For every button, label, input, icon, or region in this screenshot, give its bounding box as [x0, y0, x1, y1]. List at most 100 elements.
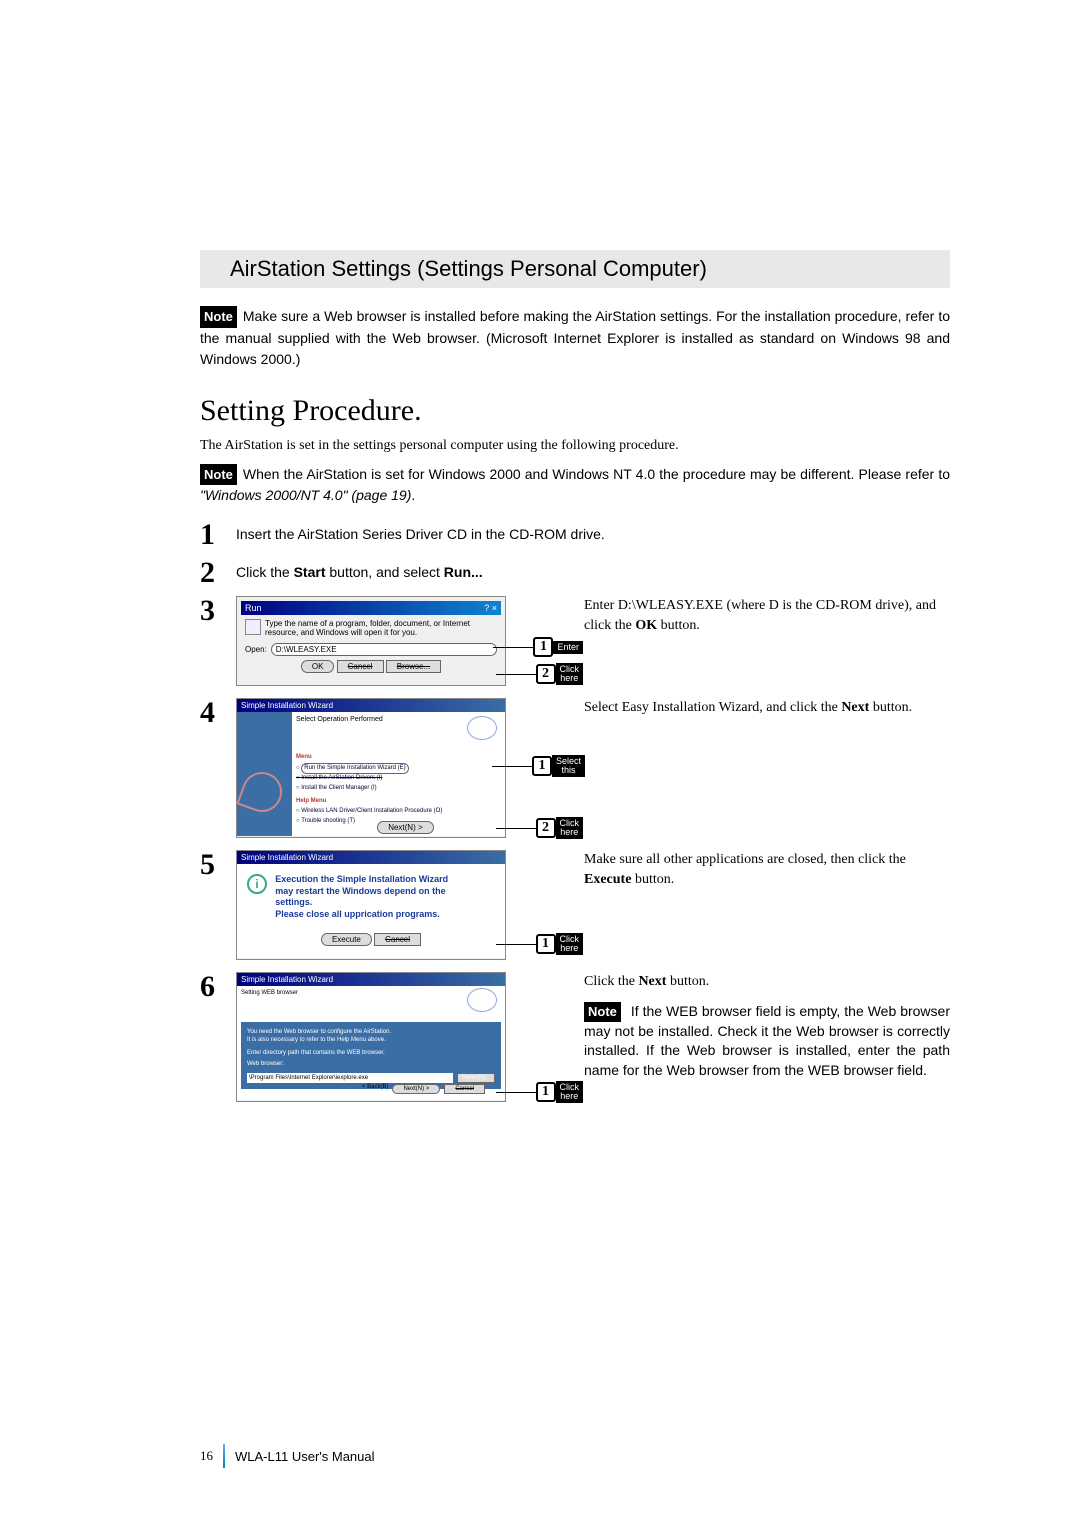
- run-icon: [245, 619, 261, 635]
- page-footer: 16 WLA-L11 User's Manual: [200, 1444, 375, 1468]
- step-number: 3: [200, 596, 236, 626]
- step-6: 6 Simple Installation Wizard Setting WEB…: [200, 972, 950, 1102]
- step-2-text: Click the Start button, and select Run..…: [236, 558, 483, 580]
- step-3-right: Enter D:\WLEASY.EXE (where D is the CD-R…: [524, 596, 950, 635]
- next-button[interactable]: Next(N) >: [392, 1084, 440, 1094]
- bold-start: Start: [294, 564, 326, 580]
- back-button[interactable]: < Back(B): [362, 1084, 389, 1094]
- step-6-right: Click the Next button. Note If the WEB b…: [524, 972, 950, 1081]
- step-5: 5 Simple Installation Wizard i Execution…: [200, 850, 950, 960]
- wizard-logo-icon: [467, 988, 497, 1012]
- intro-note: NoteMake sure a Web browser is installed…: [200, 306, 950, 370]
- text: Click the: [584, 974, 638, 989]
- simple-wizard-screenshot: Simple Installation Wizard i Execution t…: [236, 850, 506, 960]
- step-4-right: Select Easy Installation Wizard, and cli…: [524, 698, 950, 718]
- browser-path-input[interactable]: \Program Files\Internet Explorer\iexplor…: [247, 1073, 453, 1083]
- text: button, and select: [325, 564, 443, 580]
- footer-divider: [223, 1444, 225, 1468]
- callout-click: Click here: [556, 663, 584, 685]
- step-6-note: If the WEB browser field is empty, the W…: [584, 1003, 950, 1078]
- open-input[interactable]: D:\WLEASY.EXE: [271, 643, 497, 656]
- bold-execute: Execute: [584, 872, 631, 887]
- callout-click: Click here: [556, 933, 584, 955]
- refer-button[interactable]: Refer(R)...: [457, 1073, 495, 1083]
- note2-ref: "Windows 2000/NT 4.0" (page 19): [200, 487, 411, 503]
- wizard-titlebar: Simple Installation Wizard: [237, 699, 505, 712]
- wizard-desc-2: Enter directory path that contains the W…: [247, 1049, 495, 1057]
- bold-next: Next: [841, 700, 869, 715]
- note-badge: Note: [200, 306, 237, 328]
- note-badge: Note: [584, 1002, 621, 1022]
- browse-button[interactable]: Browse...: [386, 660, 441, 673]
- cancel-button[interactable]: Cancel: [337, 660, 384, 673]
- open-label: Open:: [245, 645, 267, 654]
- execute-button[interactable]: Execute: [321, 933, 372, 946]
- text: button.: [657, 618, 700, 633]
- heading-setting-procedure: Setting Procedure.: [200, 394, 950, 428]
- run-dialog-titlebar: Run ? ×: [241, 601, 501, 615]
- step-number: 5: [200, 850, 236, 880]
- text: button.: [631, 872, 674, 887]
- next-button[interactable]: Next(N) >: [377, 821, 433, 834]
- step-number: 2: [200, 558, 236, 588]
- cancel-button[interactable]: Cancel: [374, 933, 421, 946]
- text: Make sure all other applications are clo…: [584, 852, 906, 867]
- wizard-option-3[interactable]: Install the Client Manager (I): [301, 785, 376, 791]
- note2-text: When the AirStation is set for Windows 2…: [243, 466, 950, 482]
- callout-1: 1: [532, 756, 552, 776]
- page-number: 16: [200, 1448, 213, 1464]
- bold-ok: OK: [635, 618, 657, 633]
- text: button.: [666, 974, 709, 989]
- wizard-desc-1: You need the Web browser to configure th…: [247, 1028, 495, 1045]
- callout-select: Select this: [552, 755, 585, 777]
- text: Select Easy Installation Wizard, and cli…: [584, 700, 841, 715]
- callout-click: Click here: [556, 1081, 584, 1103]
- text: Click the: [236, 564, 294, 580]
- wizard-left-pane: [237, 712, 292, 836]
- ok-button[interactable]: OK: [301, 660, 335, 673]
- wizard-titlebar: Simple Installation Wizard: [237, 851, 505, 864]
- browser-wizard-screenshot: Simple Installation Wizard Setting WEB b…: [236, 972, 506, 1102]
- bold-next: Next: [638, 974, 666, 989]
- help-label: Help Menu: [296, 797, 501, 807]
- step-1-text: Insert the AirStation Series Driver CD i…: [236, 520, 605, 542]
- step-5-right: Make sure all other applications are clo…: [524, 850, 950, 889]
- step-2: 2 Click the Start button, and select Run…: [200, 558, 950, 588]
- text: button.: [869, 700, 912, 715]
- step-1: 1 Insert the AirStation Series Driver CD…: [200, 520, 950, 550]
- callout-2: 2: [536, 818, 556, 838]
- note-windows-2000: Note When the AirStation is set for Windo…: [200, 464, 950, 507]
- wizard-option-1[interactable]: Run the Simple Installation Wizard (E): [301, 763, 408, 775]
- wizard-titlebar: Simple Installation Wizard: [237, 973, 505, 986]
- callout-enter: Enter: [553, 641, 583, 654]
- bold-run: Run...: [444, 564, 483, 580]
- wizard-option-2[interactable]: Install the AirStation Drivers (I): [301, 775, 382, 781]
- section-title: AirStation Settings (Settings Personal C…: [200, 250, 950, 288]
- footer-title: WLA-L11 User's Manual: [235, 1449, 375, 1464]
- menu-label: Menu: [296, 753, 501, 763]
- callout-1: 1: [536, 934, 556, 954]
- cancel-button[interactable]: Cancel: [444, 1084, 485, 1094]
- callout-1: 1: [533, 637, 553, 657]
- wizard-message: Execution the Simple Installation Wizard…: [275, 874, 455, 921]
- wizard-option-5[interactable]: Trouble shooting (T): [301, 818, 355, 824]
- browser-field-label: Web browser:: [247, 1060, 495, 1068]
- wizard-subtitle: Setting WEB browser: [241, 990, 501, 996]
- info-icon: i: [247, 874, 267, 894]
- step-3: 3 Run ? × Type the name of a program, fo…: [200, 596, 950, 686]
- note2-end: .: [411, 487, 415, 503]
- step-number: 6: [200, 972, 236, 1002]
- run-dialog-screenshot: Run ? × Type the name of a program, fold…: [236, 596, 506, 686]
- callout-2: 2: [536, 664, 556, 684]
- run-desc: Type the name of a program, folder, docu…: [265, 619, 497, 637]
- run-title: Run: [245, 603, 262, 613]
- body-text-1: The AirStation is set in the settings pe…: [200, 438, 950, 454]
- callout-click: Click here: [556, 817, 584, 839]
- callout-1: 1: [536, 1082, 556, 1102]
- install-wizard-screenshot: Simple Installation Wizard Select Operat…: [236, 698, 506, 838]
- wizard-logo-icon: [467, 716, 497, 740]
- note-badge: Note: [200, 464, 237, 486]
- step-4: 4 Simple Installation Wizard Select Oper…: [200, 698, 950, 838]
- step-number: 4: [200, 698, 236, 728]
- wizard-option-4[interactable]: Wireless LAN Driver/Client Installation …: [301, 808, 442, 814]
